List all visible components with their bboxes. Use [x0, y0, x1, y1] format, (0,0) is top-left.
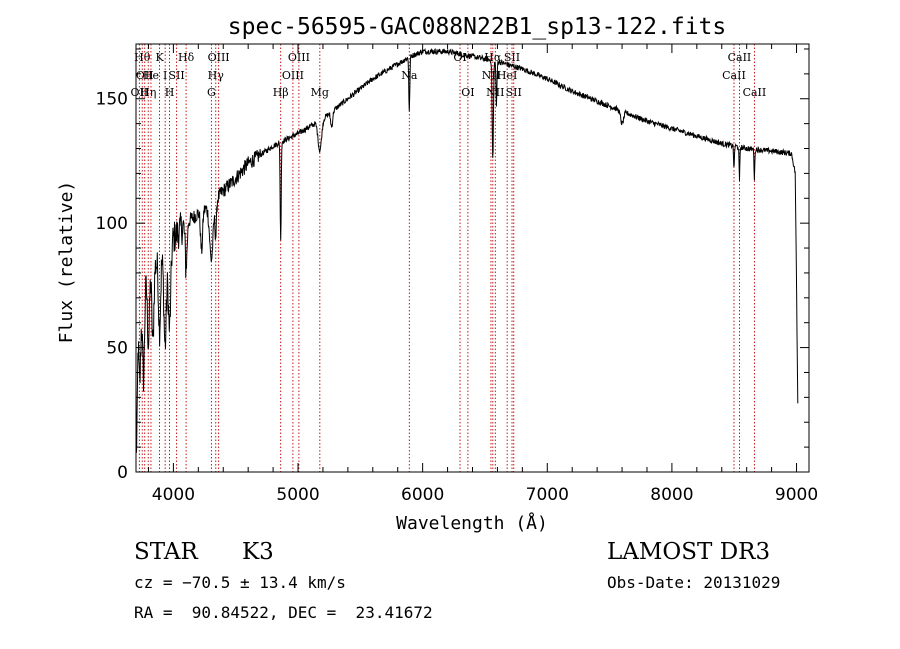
y-tick-label: 100 — [96, 214, 128, 234]
line-marker-label: Hδ — [178, 51, 195, 64]
x-axis-ticks: 4000 5000 6000 7000 8000 9000 — [147, 44, 818, 505]
line-marker-label: OIII — [288, 51, 310, 64]
line-marker-label: SII — [506, 86, 522, 99]
line-marker-label: Na — [401, 69, 418, 82]
spectrum-chart: spec-56595-GAC088N22B1_sp13-122.fits OII… — [56, 14, 818, 534]
line-marker-label: OII — [131, 86, 149, 99]
redshift-label: cz = −70.5 ± 13.4 km/s — [134, 573, 346, 592]
line-marker-label: Hα — [484, 51, 502, 64]
line-marker-label: CaII — [728, 51, 752, 64]
line-marker-label: CaII — [743, 86, 767, 99]
x-tick-label: 6000 — [401, 485, 444, 505]
y-axis-ticks: 0 50 100 150 — [96, 48, 809, 483]
line-marker-label: HeI — [497, 69, 517, 82]
line-markers: OIIHθOIIHηHeKIHSIIHδGHγOIIIHβOIIIOIIIMgN… — [131, 44, 767, 472]
y-tick-label: 0 — [117, 463, 128, 483]
x-tick-label: 9000 — [775, 485, 818, 505]
x-tick-label: 8000 — [650, 485, 693, 505]
x-tick-label: 4000 — [152, 485, 195, 505]
subclass-label: K3 — [242, 539, 274, 565]
coords-label: RA = 90.84522, DEC = 23.41672 — [134, 603, 433, 622]
y-axis-label: Flux (relative) — [56, 181, 77, 344]
line-marker-label: CaII — [722, 69, 746, 82]
obs-date-label: Obs-Date: 20131029 — [607, 573, 781, 592]
line-marker-label: SII — [504, 51, 520, 64]
line-marker-label: Hθ — [134, 51, 151, 64]
x-tick-label: 5000 — [276, 485, 319, 505]
line-marker-label: Mg — [311, 86, 329, 99]
x-tick-label: 7000 — [526, 485, 569, 505]
line-marker-label: OI — [453, 51, 466, 64]
line-marker-label: SII — [169, 69, 185, 82]
line-marker-label: NII — [486, 86, 504, 99]
line-marker-label: OI — [461, 86, 474, 99]
y-tick-label: 150 — [96, 90, 128, 110]
plot-frame — [135, 43, 810, 473]
line-marker-label: I — [163, 69, 167, 82]
line-marker-label: G — [207, 86, 216, 99]
line-marker-label: He — [143, 69, 159, 82]
x-axis-label: Wavelength (Å) — [396, 512, 548, 534]
survey-label: LAMOST DR3 — [607, 539, 771, 565]
line-marker-label: Hη — [140, 86, 156, 99]
class-label: STAR — [134, 539, 198, 565]
line-marker-label: Hβ — [273, 86, 289, 99]
line-marker-label: OIII — [282, 69, 304, 82]
line-marker-label: K — [155, 51, 164, 64]
chart-title: spec-56595-GAC088N22B1_sp13-122.fits — [228, 14, 727, 40]
line-marker-label: H — [165, 86, 175, 99]
spectrum-line — [135, 47, 799, 453]
line-marker-label: OII — [136, 69, 154, 82]
line-marker-label: Hγ — [208, 69, 225, 82]
y-tick-label: 50 — [106, 339, 128, 359]
line-marker-label: OIII — [208, 51, 230, 64]
